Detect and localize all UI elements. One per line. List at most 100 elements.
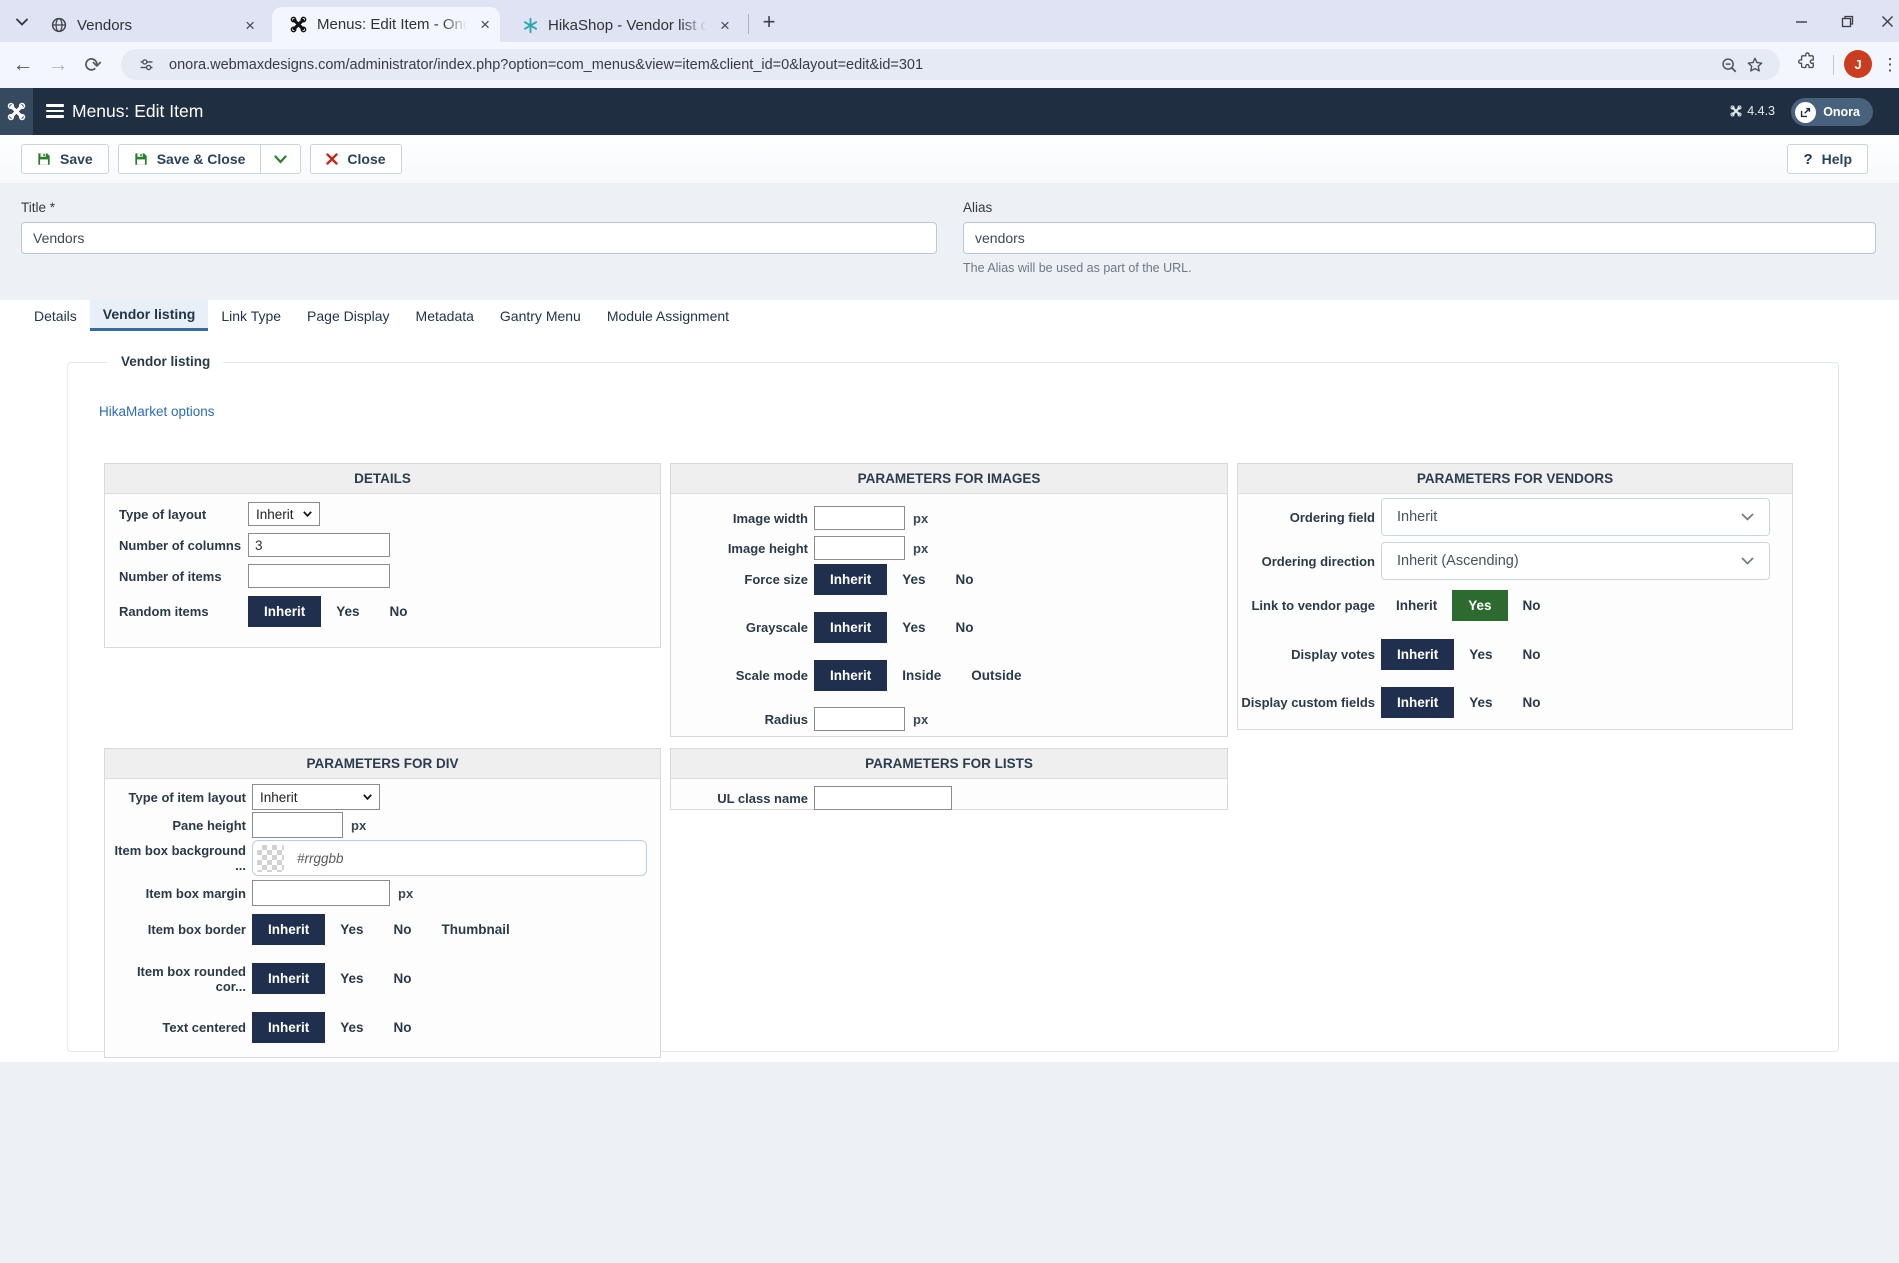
alias-input[interactable] — [963, 222, 1876, 254]
preview-site-button[interactable]: Onora — [1791, 98, 1873, 126]
option-yes[interactable]: Yes — [902, 572, 926, 587]
browser-tab-vendors[interactable]: Vendors × — [33, 8, 265, 42]
option-inherit[interactable]: Inherit — [248, 596, 322, 627]
menu-list-icon[interactable] — [46, 104, 64, 118]
pane-height-input[interactable] — [252, 812, 343, 838]
option-yes[interactable]: Yes — [1469, 647, 1493, 662]
tab-page-display[interactable]: Page Display — [307, 307, 390, 324]
number-of-items-label: Number of items — [119, 568, 222, 584]
transparency-checker-swatch — [257, 844, 284, 872]
tab-search-chevron-icon[interactable] — [10, 10, 34, 34]
option-yes[interactable]: Yes — [336, 604, 360, 619]
force-size-label: Force size — [744, 572, 808, 587]
option-no[interactable]: No — [1522, 647, 1541, 662]
joomla-logo[interactable] — [0, 88, 33, 135]
option-inside[interactable]: Inside — [902, 668, 942, 683]
tab-details[interactable]: Details — [34, 307, 77, 324]
number-of-items-input[interactable] — [248, 564, 390, 588]
browser-menu-icon[interactable]: ⋮ — [1881, 55, 1899, 74]
radius-input[interactable] — [814, 707, 905, 731]
number-of-columns-input[interactable] — [248, 533, 390, 557]
option-yes[interactable]: Yes — [340, 1020, 364, 1035]
joomla-toolbar: Save Save & Close Close ? Help — [0, 135, 1899, 183]
px-unit: px — [351, 817, 367, 833]
option-no[interactable]: No — [389, 604, 408, 619]
forward-icon[interactable]: → — [47, 53, 69, 76]
chevron-down-icon — [363, 794, 372, 800]
address-bar[interactable]: onora.webmaxdesigns.com/administrator/in… — [121, 49, 1780, 80]
option-yes[interactable]: Yes — [340, 971, 364, 986]
save-and-close-button[interactable]: Save & Close — [117, 144, 262, 174]
option-yes[interactable]: Yes — [902, 620, 926, 635]
site-settings-tune-icon[interactable] — [133, 52, 159, 78]
main-content: Title * Alias The Alias will be used as … — [0, 183, 1899, 1263]
browser-tab-menus-edit-item[interactable]: Menus: Edit Item - Onora - Adm × — [272, 7, 500, 42]
option-yes[interactable]: Yes — [340, 922, 364, 937]
type-of-item-layout-select[interactable]: Inherit — [252, 784, 380, 810]
reload-icon[interactable]: ⟳ — [84, 53, 102, 77]
item-box-background-color-field[interactable] — [252, 840, 647, 876]
tab-gantry-menu[interactable]: Gantry Menu — [499, 307, 581, 324]
hikamarket-options-link[interactable]: HikaMarket options — [99, 404, 215, 419]
tab-module-assignment[interactable]: Module Assignment — [606, 307, 730, 324]
option-inherit[interactable]: Inherit — [252, 963, 326, 994]
title-input[interactable] — [21, 222, 937, 254]
type-of-layout-label: Type of layout — [119, 506, 207, 522]
option-yes[interactable]: Yes — [1469, 695, 1493, 710]
option-no[interactable]: No — [393, 1020, 412, 1035]
image-width-input[interactable] — [814, 506, 905, 530]
option-inherit[interactable]: Inherit — [814, 612, 888, 643]
back-icon[interactable]: ← — [12, 53, 34, 76]
new-tab-button[interactable]: + — [762, 9, 776, 34]
restore-button[interactable] — [1832, 9, 1862, 33]
option-inherit[interactable]: Inherit — [814, 660, 888, 691]
profile-avatar[interactable]: J — [1844, 50, 1872, 78]
option-no[interactable]: No — [955, 620, 974, 635]
zoom-out-icon[interactable] — [1716, 52, 1742, 78]
ordering-field-select[interactable]: Inherit — [1381, 498, 1770, 536]
tab-metadata[interactable]: Metadata — [415, 307, 474, 324]
tab-close-icon[interactable]: × — [720, 15, 730, 35]
type-of-item-layout-label: Type of item layout — [128, 789, 247, 805]
option-no[interactable]: No — [955, 572, 974, 587]
image-height-input[interactable] — [814, 536, 905, 560]
px-unit: px — [913, 510, 929, 526]
force-size-group: Inherit Yes No — [814, 564, 989, 595]
ul-class-name-input[interactable] — [814, 786, 952, 810]
close-button[interactable]: Close — [310, 144, 402, 174]
bookmark-star-icon[interactable] — [1742, 52, 1768, 78]
item-box-margin-input[interactable] — [252, 880, 390, 906]
option-outside[interactable]: Outside — [971, 668, 1022, 683]
option-inherit[interactable]: Inherit — [252, 914, 326, 945]
extensions-icon[interactable] — [1797, 50, 1817, 70]
item-box-border-group: Inherit Yes No Thumbnail — [252, 914, 525, 945]
window-close-button[interactable] — [1872, 9, 1899, 33]
type-of-layout-select[interactable]: Inherit — [248, 502, 320, 526]
tab-close-icon[interactable]: × — [245, 15, 255, 35]
item-box-rounded-group: Inherit Yes No — [252, 963, 427, 994]
option-thumbnail[interactable]: Thumbnail — [441, 922, 510, 937]
option-no[interactable]: No — [393, 922, 412, 937]
option-inherit[interactable]: Inherit — [1396, 598, 1438, 613]
ordering-direction-select[interactable]: Inherit (Ascending) — [1381, 542, 1770, 580]
minimize-button[interactable] — [1786, 9, 1816, 33]
tab-close-icon[interactable]: × — [480, 15, 490, 34]
option-no[interactable]: No — [1522, 695, 1541, 710]
save-button[interactable]: Save — [21, 144, 109, 174]
save-options-dropdown-button[interactable] — [260, 144, 302, 174]
item-box-background-input[interactable] — [295, 849, 642, 867]
option-inherit[interactable]: Inherit — [1381, 639, 1455, 670]
link-to-vendor-page-label: Link to vendor page — [1251, 598, 1375, 613]
pane-height-label: Pane height — [172, 817, 246, 833]
tab-vendor-listing[interactable]: Vendor listing — [89, 300, 209, 331]
image-height-label: Image height — [727, 540, 808, 556]
option-no[interactable]: No — [393, 971, 412, 986]
tab-link-type[interactable]: Link Type — [221, 307, 282, 324]
option-inherit[interactable]: Inherit — [814, 564, 888, 595]
browser-tab-hikashop[interactable]: HikaShop - Vendor list does not × — [505, 8, 740, 42]
option-yes[interactable]: Yes — [1452, 590, 1508, 621]
help-button[interactable]: ? Help — [1787, 144, 1868, 174]
option-no[interactable]: No — [1522, 598, 1541, 613]
option-inherit[interactable]: Inherit — [252, 1012, 326, 1043]
option-inherit[interactable]: Inherit — [1381, 687, 1455, 718]
